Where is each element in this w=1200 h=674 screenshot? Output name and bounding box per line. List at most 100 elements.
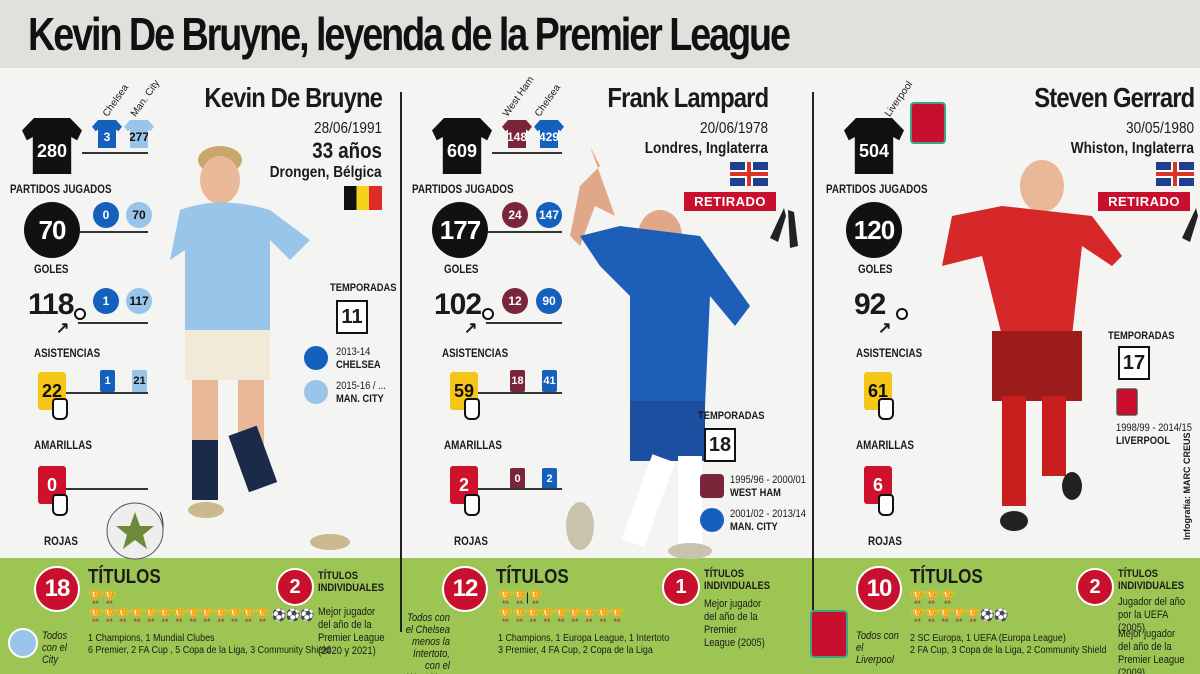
arrow-icon: ↗ (464, 320, 478, 337)
line (82, 152, 148, 154)
player-birthplace: Whiston, Inglaterra (1070, 140, 1194, 157)
period: 1995/96 - 2000/01 (730, 474, 806, 486)
assists-man-city: 117 (126, 288, 152, 314)
heading-line: INDIVIDUALES (704, 580, 770, 592)
liverpool-crest-icon (910, 102, 946, 144)
arrow-icon: ↗ (878, 320, 892, 337)
titles-band (0, 558, 1200, 674)
titles-line: 2 FA Cup, 3 Copa de la Liga, 2 Community… (910, 644, 1107, 656)
individual-desc: Mejor jugador del año de la Premier Leag… (1118, 628, 1185, 674)
line (66, 488, 148, 490)
club: LIVERPOOL (1116, 435, 1171, 447)
heading-line: TÍTULOS (318, 570, 359, 582)
page-title: Kevin De Bruyne, leyenda de la Premier L… (28, 8, 791, 60)
man-city-crest-icon (8, 628, 38, 658)
matches-total: 609 (446, 141, 478, 161)
player-birthplace: Drongen, Bélgica (270, 164, 382, 181)
hand-icon (464, 494, 480, 516)
matches-shirt-icon: 609 (432, 118, 492, 174)
uk-flag-icon (730, 162, 768, 186)
titles-heading: TÍTULOS (88, 566, 161, 588)
label-seasons: TEMPORADAS (1108, 330, 1175, 342)
belgium-flag-icon (344, 186, 382, 210)
titles-heading: TÍTULOS (910, 566, 983, 588)
label-matches: PARTIDOS JUGADOS (826, 182, 928, 196)
titles-note: Todos con el City (42, 630, 68, 666)
player-birthplace: Londres, Inglaterra (644, 140, 768, 157)
player-photo-de-bruyne (160, 146, 350, 550)
individual-titles-total: 2 (1076, 568, 1114, 606)
club-label-chelsea: Chelsea (532, 82, 564, 119)
period: 2013-14 (336, 346, 371, 358)
chelsea-crest-icon (700, 508, 724, 532)
calendar-icon: 17 (1118, 346, 1150, 380)
shirt-icon-west-ham: 148 (502, 120, 532, 148)
goals-west-ham: 24 (502, 202, 528, 228)
calendar-icon: 11 (336, 300, 368, 334)
label-red: ROJAS (454, 534, 488, 548)
label-goals: GOLES (34, 262, 69, 276)
red-total: 0 (46, 474, 57, 495)
header: Kevin De Bruyne, leyenda de la Premier L… (0, 0, 1200, 68)
yellow-card-icon: 61 (864, 372, 892, 410)
trophy-icons: 🏆🏆|🏆 (498, 590, 543, 604)
player-panel-gerrard: Liverpool 504 PARTIDOS JUGADOS 120 GOLES… (812, 68, 1200, 558)
individual-desc: Jugador del año por la UEFA (2005) (1118, 596, 1186, 634)
label-seasons: TEMPORADAS (330, 282, 397, 294)
player-panel-de-bruyne: Chelsea Man. City 280 3 277 PARTIDOS JUG… (0, 68, 400, 560)
label-seasons: TEMPORADAS (698, 410, 765, 422)
goals-total: 70 (24, 202, 80, 258)
heading-line: TÍTULOS (704, 568, 745, 580)
player-photo-lampard (566, 146, 750, 559)
player-dob: 28/06/1991 (313, 120, 382, 137)
player-photo-gerrard (942, 160, 1122, 531)
trophy-icons: 🏆🏆🏆🏆🏆🏆🏆🏆🏆 (498, 608, 624, 622)
label-matches: PARTIDOS JUGADOS (412, 182, 514, 196)
line (80, 231, 148, 233)
player-dob: 20/06/1978 (699, 120, 768, 137)
assists-total: 92 (854, 288, 886, 321)
liverpool-crest-icon (1116, 388, 1138, 416)
trophy-icons: 🏆🏆🏆🏆🏆⚽⚽ (910, 608, 1009, 622)
heading-line: INDIVIDUALES (1118, 580, 1184, 592)
credit: Infografía: MARC CREUS (1182, 432, 1192, 541)
hand-icon (878, 494, 894, 516)
line (78, 322, 148, 324)
club-period-man-city: 2015-16 / ... MAN. CITY (336, 380, 386, 406)
period: 2001/02 - 2013/14 (730, 508, 806, 520)
seasons-count: 17 (1122, 351, 1146, 374)
trophy-icons: 🏆🏆🏆🏆🏆🏆🏆🏆🏆🏆🏆🏆🏆 ⚽⚽⚽ (88, 608, 314, 622)
titles-note: Todos con el Liverpool (856, 630, 899, 666)
ball-icon (482, 308, 494, 320)
hand-icon (464, 398, 480, 420)
player-name: Frank Lampard (607, 82, 769, 113)
seasons-count: 18 (708, 433, 732, 456)
individual-heading: TÍTULOS INDIVIDUALES (704, 568, 770, 592)
individual-heading: TÍTULOS INDIVIDUALES (1118, 568, 1184, 592)
red-total: 6 (872, 474, 883, 495)
club: MAN. CITY (336, 393, 384, 405)
yellow-man-city: 21 (132, 370, 147, 392)
yellow-total: 22 (41, 380, 63, 401)
yellow-west-ham: 18 (510, 370, 525, 392)
individual-desc: Mejor jugador del año de la Premier Leag… (704, 598, 765, 649)
assists-chelsea: 90 (536, 288, 562, 314)
titles-line: 2 SC Europa, 1 UEFA (Europa League) (910, 632, 1066, 644)
label-assists: ASISTENCIAS (34, 346, 101, 360)
goals-chelsea: 0 (93, 202, 119, 228)
titles-heading: TÍTULOS (496, 566, 569, 588)
yellow-total: 59 (453, 380, 475, 401)
retired-badge: RETIRADO (1098, 192, 1190, 211)
red-chelsea: 2 (542, 468, 557, 490)
individual-desc: Mejor jugador del año de la Premier Leag… (318, 606, 385, 657)
titles-total: 12 (442, 566, 488, 612)
player-panel-lampard: West Ham Chelsea 609 148 429 PARTIDOS JU… (402, 68, 806, 559)
matches-chelsea: 429 (538, 130, 560, 144)
titles-line: 6 Premier, 2 FA Cup , 5 Copa de la Liga,… (88, 644, 331, 656)
ball-image (106, 502, 164, 560)
yellow-chelsea: 1 (100, 370, 115, 392)
uk-flag-icon (1156, 162, 1194, 186)
trophy-icons: 🏆🏆 🏆 (910, 590, 955, 604)
label-red: ROJAS (44, 534, 78, 548)
shirt-icon-chelsea: 3 (92, 120, 122, 148)
